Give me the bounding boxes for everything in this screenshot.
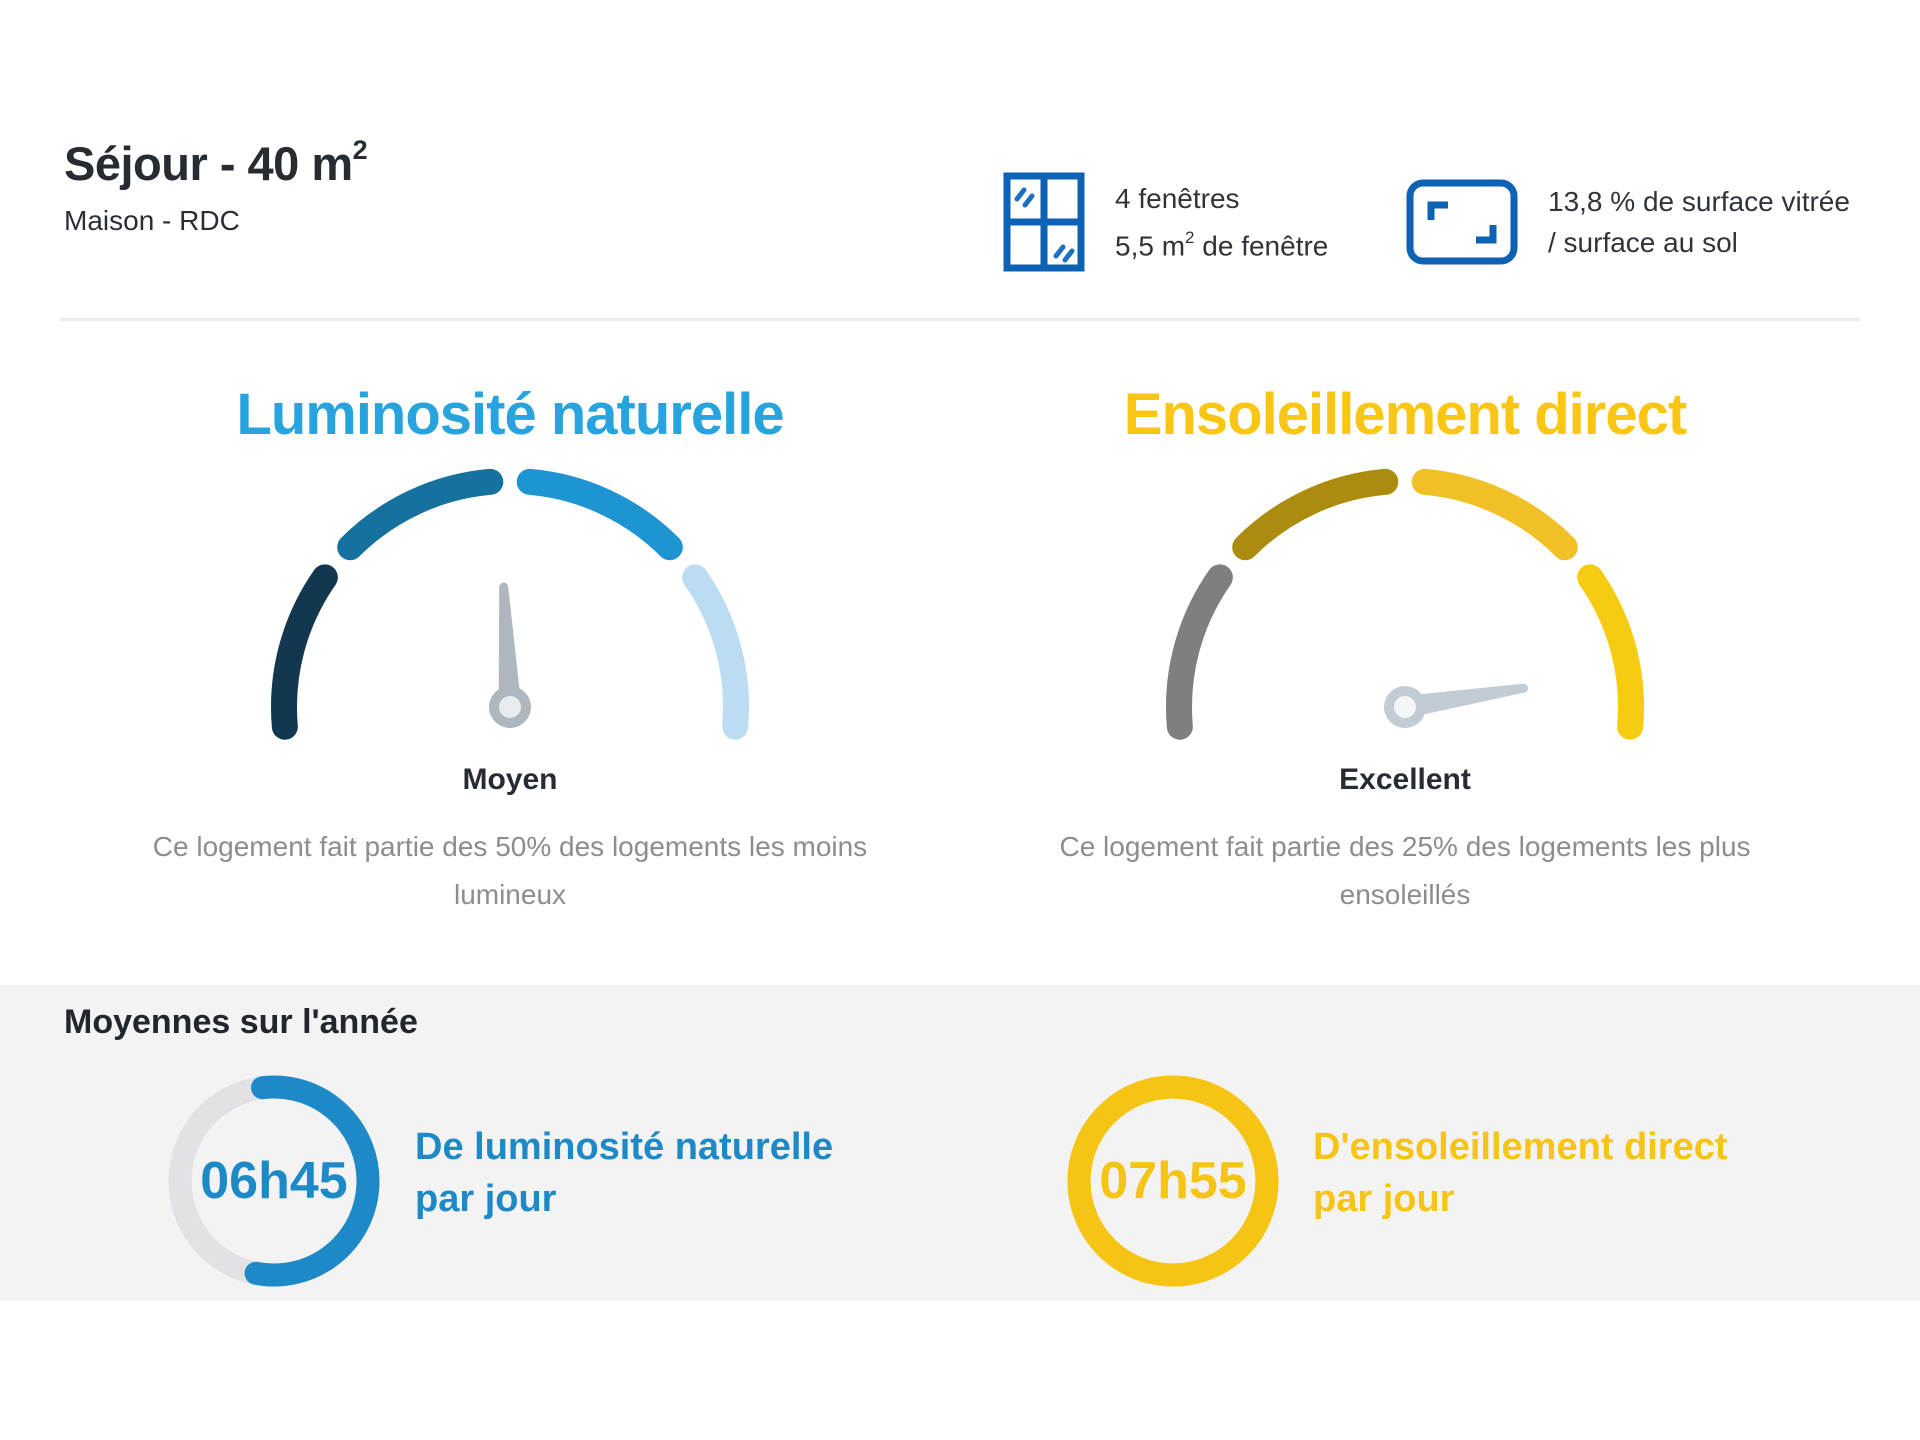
header-divider — [60, 318, 1860, 321]
rating-label-ensoleillement: Excellent — [1339, 763, 1471, 796]
gauge-title-ensoleillement: Ensoleillement direct — [1123, 382, 1687, 447]
title-superscript: 2 — [352, 135, 368, 166]
avg-ring-ensoleillement: 07h55 — [1063, 1071, 1283, 1291]
rating-label-luminosite: Moyen — [462, 763, 558, 796]
glazing-stat: 13,8 % de surface vitrée / surface au so… — [1406, 168, 1850, 276]
glazed-surface-icon — [1406, 179, 1518, 265]
page-subtitle: Maison - RDC — [64, 205, 240, 236]
windows-stat: 4 fenêtres 5,5 m2 de fenêtre — [1003, 168, 1328, 276]
glazing-stat-line2: / surface au sol — [1548, 227, 1738, 258]
gauge-title-luminosite: Luminosité naturelle — [236, 382, 784, 447]
glazing-stat-text: 13,8 % de surface vitrée / surface au so… — [1548, 181, 1850, 263]
luminosite-ring-chart — [168, 1075, 380, 1287]
avg-label-luminosite: De luminosité naturelle par jour — [415, 1126, 834, 1220]
windows-stat-text: 4 fenêtres 5,5 m2 de fenêtre — [1115, 178, 1328, 266]
glazing-stat-line1: 13,8 % de surface vitrée — [1548, 186, 1850, 217]
ensoleillement-ring-chart — [1067, 1075, 1279, 1287]
avg-ring-luminosite: 06h45 — [164, 1071, 384, 1291]
windows-stat-line2: 5,5 m2 de fenêtre — [1115, 227, 1329, 262]
section-ensoleillement: Ensoleillement direct Excellent Ce logem… — [965, 383, 1845, 919]
description-luminosite: Ce logement fait partie des 50% des loge… — [152, 831, 868, 910]
page-title: Séjour - 40 m2 — [64, 135, 368, 190]
section-luminosite: Luminosité naturelle Moyen Ce logement f… — [70, 383, 950, 919]
header-title-block: Séjour - 40 m2 Maison - RDC — [64, 135, 368, 237]
windows-stat-line1: 4 fenêtres — [1115, 182, 1240, 214]
luminosite-gauge-chart — [271, 468, 749, 740]
description-ensoleillement: Ce logement fait partie des 25% des loge… — [1059, 831, 1751, 910]
ensoleillement-gauge-chart — [1166, 468, 1644, 740]
averages-title: Moyennes sur l'année — [64, 1003, 418, 1041]
avg-value-luminosite: 06h45 — [200, 1152, 348, 1210]
window-icon — [1003, 172, 1085, 272]
avg-label-ensoleillement: D'ensoleillement direct par jour — [1313, 1126, 1728, 1220]
avg-value-ensoleillement: 07h55 — [1099, 1152, 1247, 1210]
averages-section: Moyennes sur l'année 06h45 De luminosité… — [0, 985, 1920, 1301]
